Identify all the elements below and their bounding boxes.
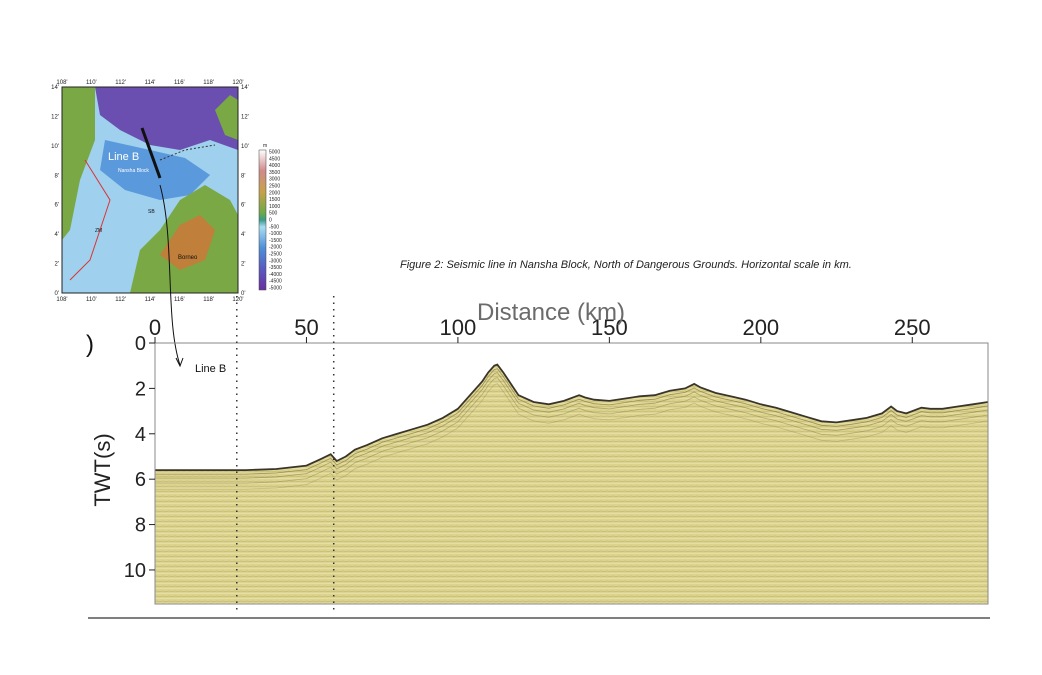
map-lat-tick: 6': [55, 203, 59, 209]
map-lat-tick: 2': [241, 262, 245, 268]
x-axis: 0 50 100 150 200 250: [149, 315, 931, 343]
y-axis: 0 2 4 6 8 10: [124, 333, 155, 582]
map-lon-tick: 112': [115, 297, 126, 303]
map-lon-tick: 108': [56, 297, 67, 303]
map-region-label-borneo: Borneo: [178, 255, 198, 261]
map-lon-tick: 116': [174, 80, 185, 86]
nansha-area: [100, 140, 210, 200]
y-tick-label: 8: [135, 515, 146, 537]
seafloor-line: [155, 363, 988, 471]
x-tick-label: 150: [591, 315, 628, 340]
map-lon-tick: 112': [115, 80, 126, 86]
x-tick-label: 250: [894, 315, 931, 340]
panel-label: ): [86, 331, 94, 358]
map-lat-tick: 4': [55, 232, 59, 238]
map-lat-tick: 2': [55, 262, 59, 268]
map-lat-tick: 8': [55, 173, 59, 179]
map-lon-tick: 118': [203, 297, 214, 303]
colorbar-tick: -5000: [269, 286, 282, 292]
y-tick-label: 4: [135, 424, 146, 446]
colorbar-tick: 3000: [269, 177, 280, 183]
map-region-label-zm: ZM: [95, 228, 102, 234]
map-lon-tick: 116': [174, 297, 185, 303]
map-line-label: Line B: [108, 151, 139, 163]
line-b-profile: [140, 127, 162, 179]
colorbar-tick: 4500: [269, 156, 280, 162]
colorbar-tick: -3500: [269, 265, 282, 271]
colorbar-tick: -2500: [269, 252, 282, 258]
figure-caption: Figure 2: Seismic line in Nansha Block, …: [400, 259, 852, 271]
x-axis-label: Distance (km): [477, 299, 625, 326]
map-lon-tick: 114': [145, 80, 156, 86]
y-tick-label: 2: [135, 378, 146, 400]
y-tick-label: 0: [135, 333, 146, 355]
borneo-highland: [160, 215, 215, 270]
map-lat-tick: 14': [241, 85, 249, 91]
y-axis-label: TWT(s): [90, 433, 115, 506]
colorbar-tick: 1500: [269, 197, 280, 203]
reflector-line: [155, 383, 988, 490]
line-annotation: Line B: [195, 363, 226, 375]
colorbar-tick: 0: [269, 218, 272, 224]
colorbar-tick: 2000: [269, 190, 280, 196]
colorbar-tick: -500: [269, 224, 279, 230]
seismic-fill: [155, 364, 988, 604]
map-lat-tick: 14': [51, 85, 59, 91]
map-lon-tick: 120': [232, 80, 243, 86]
map-lat-tick: 0': [55, 291, 59, 297]
map-lon-tick: 110': [86, 297, 97, 303]
map-lat-tick: 10': [51, 144, 59, 150]
y-tick-label: 10: [124, 560, 146, 582]
colorbar-tick: -4000: [269, 272, 282, 278]
deep-basin: [95, 87, 238, 150]
map-lon-tick: 108': [56, 80, 67, 86]
trench-line: [159, 144, 216, 161]
colorbar-tick: 4000: [269, 163, 280, 169]
colorbar-tick: -3000: [269, 258, 282, 264]
plot-frame: [154, 342, 989, 605]
map-region-label-nansha: Nansha Block: [118, 168, 149, 174]
colorbar-tick: -1000: [269, 231, 282, 237]
colorbar-tick: 2500: [269, 184, 280, 190]
colorbar-tick: -1500: [269, 238, 282, 244]
y-tick-label: 6: [135, 469, 146, 491]
map-lat-tick: 10': [241, 144, 249, 150]
line-b-arrow: [159, 184, 181, 366]
colorbar-tick: 3500: [269, 170, 280, 176]
reflector-line: [155, 377, 988, 484]
fault-line: [69, 159, 111, 281]
colorbar-tick: -4500: [269, 279, 282, 285]
reflector-line: [155, 372, 988, 479]
map-lat-tick: 4': [241, 232, 245, 238]
colorbar-unit: m: [263, 143, 267, 149]
reflector-line: [155, 368, 988, 475]
x-tick-label: 50: [294, 315, 318, 340]
map-lon-tick: 110': [86, 80, 97, 86]
map-lat-tick: 0': [241, 291, 245, 297]
map-lon-tick: 118': [203, 80, 214, 86]
mainland-land: [62, 87, 95, 240]
map-lat-tick: 6': [241, 203, 245, 209]
map-lat-tick: 12': [241, 114, 249, 120]
colorbar-tick: 500: [269, 211, 278, 217]
philippines-land: [215, 95, 238, 140]
map-region-label-sb: SB: [148, 209, 155, 215]
x-tick-label: 100: [440, 315, 477, 340]
colorbar-tick: 5000: [269, 150, 280, 156]
x-tick-label: 200: [742, 315, 779, 340]
arrowhead-icon: [175, 357, 184, 368]
dashed-markers: [236, 296, 335, 614]
map-lon-tick: 120': [232, 297, 243, 303]
x-tick-label: 0: [149, 315, 161, 340]
map-lat-tick: 12': [51, 114, 59, 120]
colorbar-tick: -2000: [269, 245, 282, 251]
depth-colorbar: [258, 149, 267, 291]
map-lat-tick: 8': [241, 173, 245, 179]
map-lon-tick: 114': [145, 297, 156, 303]
colorbar-tick: 1000: [269, 204, 280, 210]
